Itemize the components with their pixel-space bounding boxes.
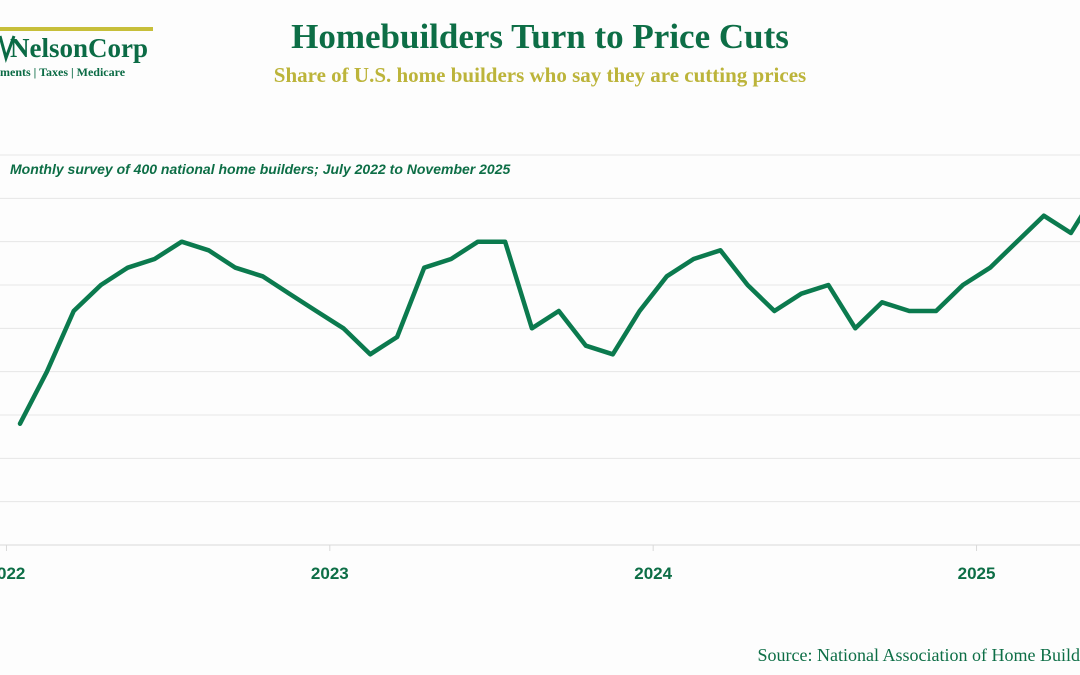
- x-tick-label: 2022: [0, 564, 25, 583]
- chart-note: Monthly survey of 400 national home buil…: [10, 161, 510, 177]
- logo-tagline: ments | Taxes | Medicare: [0, 65, 126, 79]
- logo-bar: [0, 27, 153, 31]
- logo: NelsonCorp: [10, 33, 148, 63]
- chart-title: Homebuilders Turn to Price Cuts: [291, 17, 789, 56]
- data-line: [17, 213, 1080, 426]
- chart-subtitle: Share of U.S. home builders who say they…: [274, 63, 806, 87]
- source: Source: National Association of Home Bui…: [758, 645, 1080, 665]
- logo-mark: [0, 35, 16, 63]
- x-tick-label: 2025: [958, 564, 996, 583]
- x-tick-label: 2024: [634, 564, 672, 583]
- x-tick-label: 2023: [311, 564, 349, 583]
